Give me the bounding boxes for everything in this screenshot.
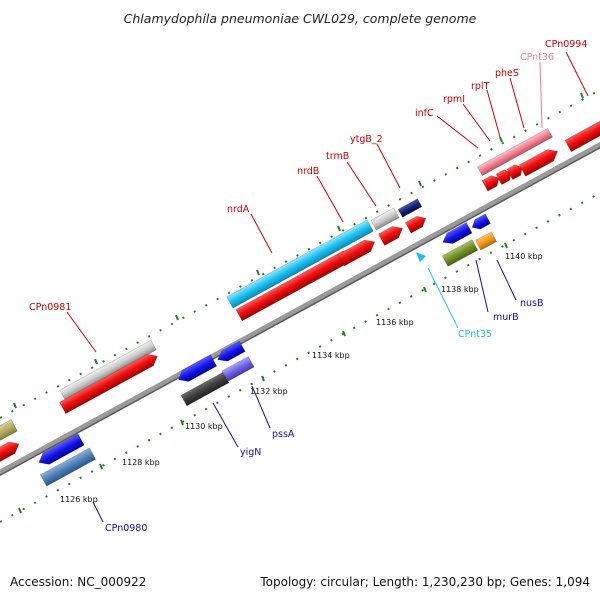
nusb-gene-arrow[interactable] [469, 213, 491, 232]
yign-gene-arrow[interactable] [175, 354, 218, 386]
inner-guide-line [0, 192, 600, 523]
cpn0981-gene-bar[interactable] [59, 339, 157, 401]
tick-label-1138: 1138 kbp [441, 285, 479, 294]
tick-label-1134: 1134 kbp [312, 351, 350, 360]
rpmi-gene-arrow[interactable] [495, 167, 514, 186]
genome-backbone-shadow [0, 146, 600, 477]
tick-label-1128: 1128 kbp [122, 458, 160, 467]
gene-label-cpn0980: CPn0980 [105, 523, 147, 534]
inner-major-ticks [18, 242, 508, 514]
gene-label-nrda: nrdA [227, 204, 250, 215]
infc-gene-arrow[interactable] [481, 173, 502, 192]
genome-backbone [0, 141, 600, 476]
forward-label-leaders [66, 51, 589, 353]
tick-labels: 1126 kbp 1128 kbp 1130 kbp 1132 kbp 1134… [60, 252, 543, 504]
phes-gene-arrow[interactable] [518, 146, 560, 177]
infc-gene-bar[interactable] [477, 127, 553, 177]
reverse-label-leaders [92, 259, 517, 523]
gene-label-cpn0994: CPn0994 [545, 39, 587, 50]
cpn0980-gene-bar[interactable] [39, 447, 97, 487]
yign-gene-bar[interactable] [180, 371, 230, 407]
tick-label-1132: 1132 kbp [250, 387, 288, 396]
cpnt36-leader [539, 61, 543, 129]
left-edge-gene-bar[interactable] [0, 419, 18, 445]
gene-label-cpnt35: CPnt35 [458, 329, 492, 340]
reverse-gene-labels: CPn0980 yigN pssA CPnt35 murB nusB [105, 298, 544, 534]
tick-label-1130: 1130 kbp [185, 422, 223, 431]
murb-gene-arrow[interactable] [440, 222, 473, 248]
gene-label-cpnt36: CPnt36 [520, 52, 554, 63]
genome-summary-text: Topology: circular; Length: 1,230,230 bp… [259, 575, 590, 589]
left-edge-gene-arrow[interactable] [0, 438, 22, 467]
gene-label-phes: pheS [495, 68, 519, 79]
forward-gene-labels: CPn0981 nrdA nrdB trmB ytgB_2 infC rpmI … [29, 39, 587, 313]
gene-label-yign: yigN [240, 447, 261, 458]
gene-label-cpn0981: CPn0981 [29, 302, 71, 313]
gene-label-rplt: rplT [471, 81, 490, 92]
outer-major-ticks [13, 92, 584, 409]
gene-label-ytgb2: ytgB_2 [350, 134, 383, 145]
gene-label-nusb: nusB [520, 298, 544, 309]
accession-text: Accession: NC_000922 [10, 575, 146, 589]
ytgb2-gene-bar[interactable] [397, 198, 423, 218]
tick-label-1140: 1140 kbp [505, 252, 543, 261]
trmb-gene-bar[interactable] [370, 207, 400, 231]
cpn0980-gene-arrow[interactable] [36, 433, 85, 468]
tick-label-1136: 1136 kbp [376, 318, 414, 327]
cpnt35-leader [427, 267, 459, 329]
gene-label-infc: infC [415, 108, 434, 119]
murb-gene-bar[interactable] [441, 239, 479, 267]
nusb-gene-bar[interactable] [475, 231, 497, 251]
nrdb-gene-arrow[interactable] [337, 236, 378, 267]
cpn0994-gene-arrow[interactable] [564, 116, 600, 153]
rplt-gene-arrow[interactable] [506, 162, 525, 181]
ytgb2-gene-arrow[interactable] [404, 213, 428, 234]
trmb-gene-arrow[interactable] [377, 223, 405, 246]
gene-label-rpmi: rpmI [443, 94, 465, 105]
gene-label-pssa: pssA [272, 429, 295, 440]
cpnt35-gene-marker[interactable] [416, 252, 426, 262]
pssa-gene-bar[interactable] [221, 356, 255, 382]
map-title: Chlamydophila pneumoniae CWL029, complet… [124, 11, 477, 26]
nrda-gene-bar[interactable] [226, 219, 374, 309]
gene-label-murb: murB [493, 312, 519, 323]
pssa-gene-arrow[interactable] [215, 340, 246, 365]
gene-label-trmb: trmB [326, 151, 349, 162]
gene-label-nrdb: nrdB [297, 166, 319, 177]
gene-features [0, 116, 600, 487]
tick-label-1126: 1126 kbp [60, 495, 98, 504]
cpn0981-gene-arrow[interactable] [59, 350, 161, 415]
